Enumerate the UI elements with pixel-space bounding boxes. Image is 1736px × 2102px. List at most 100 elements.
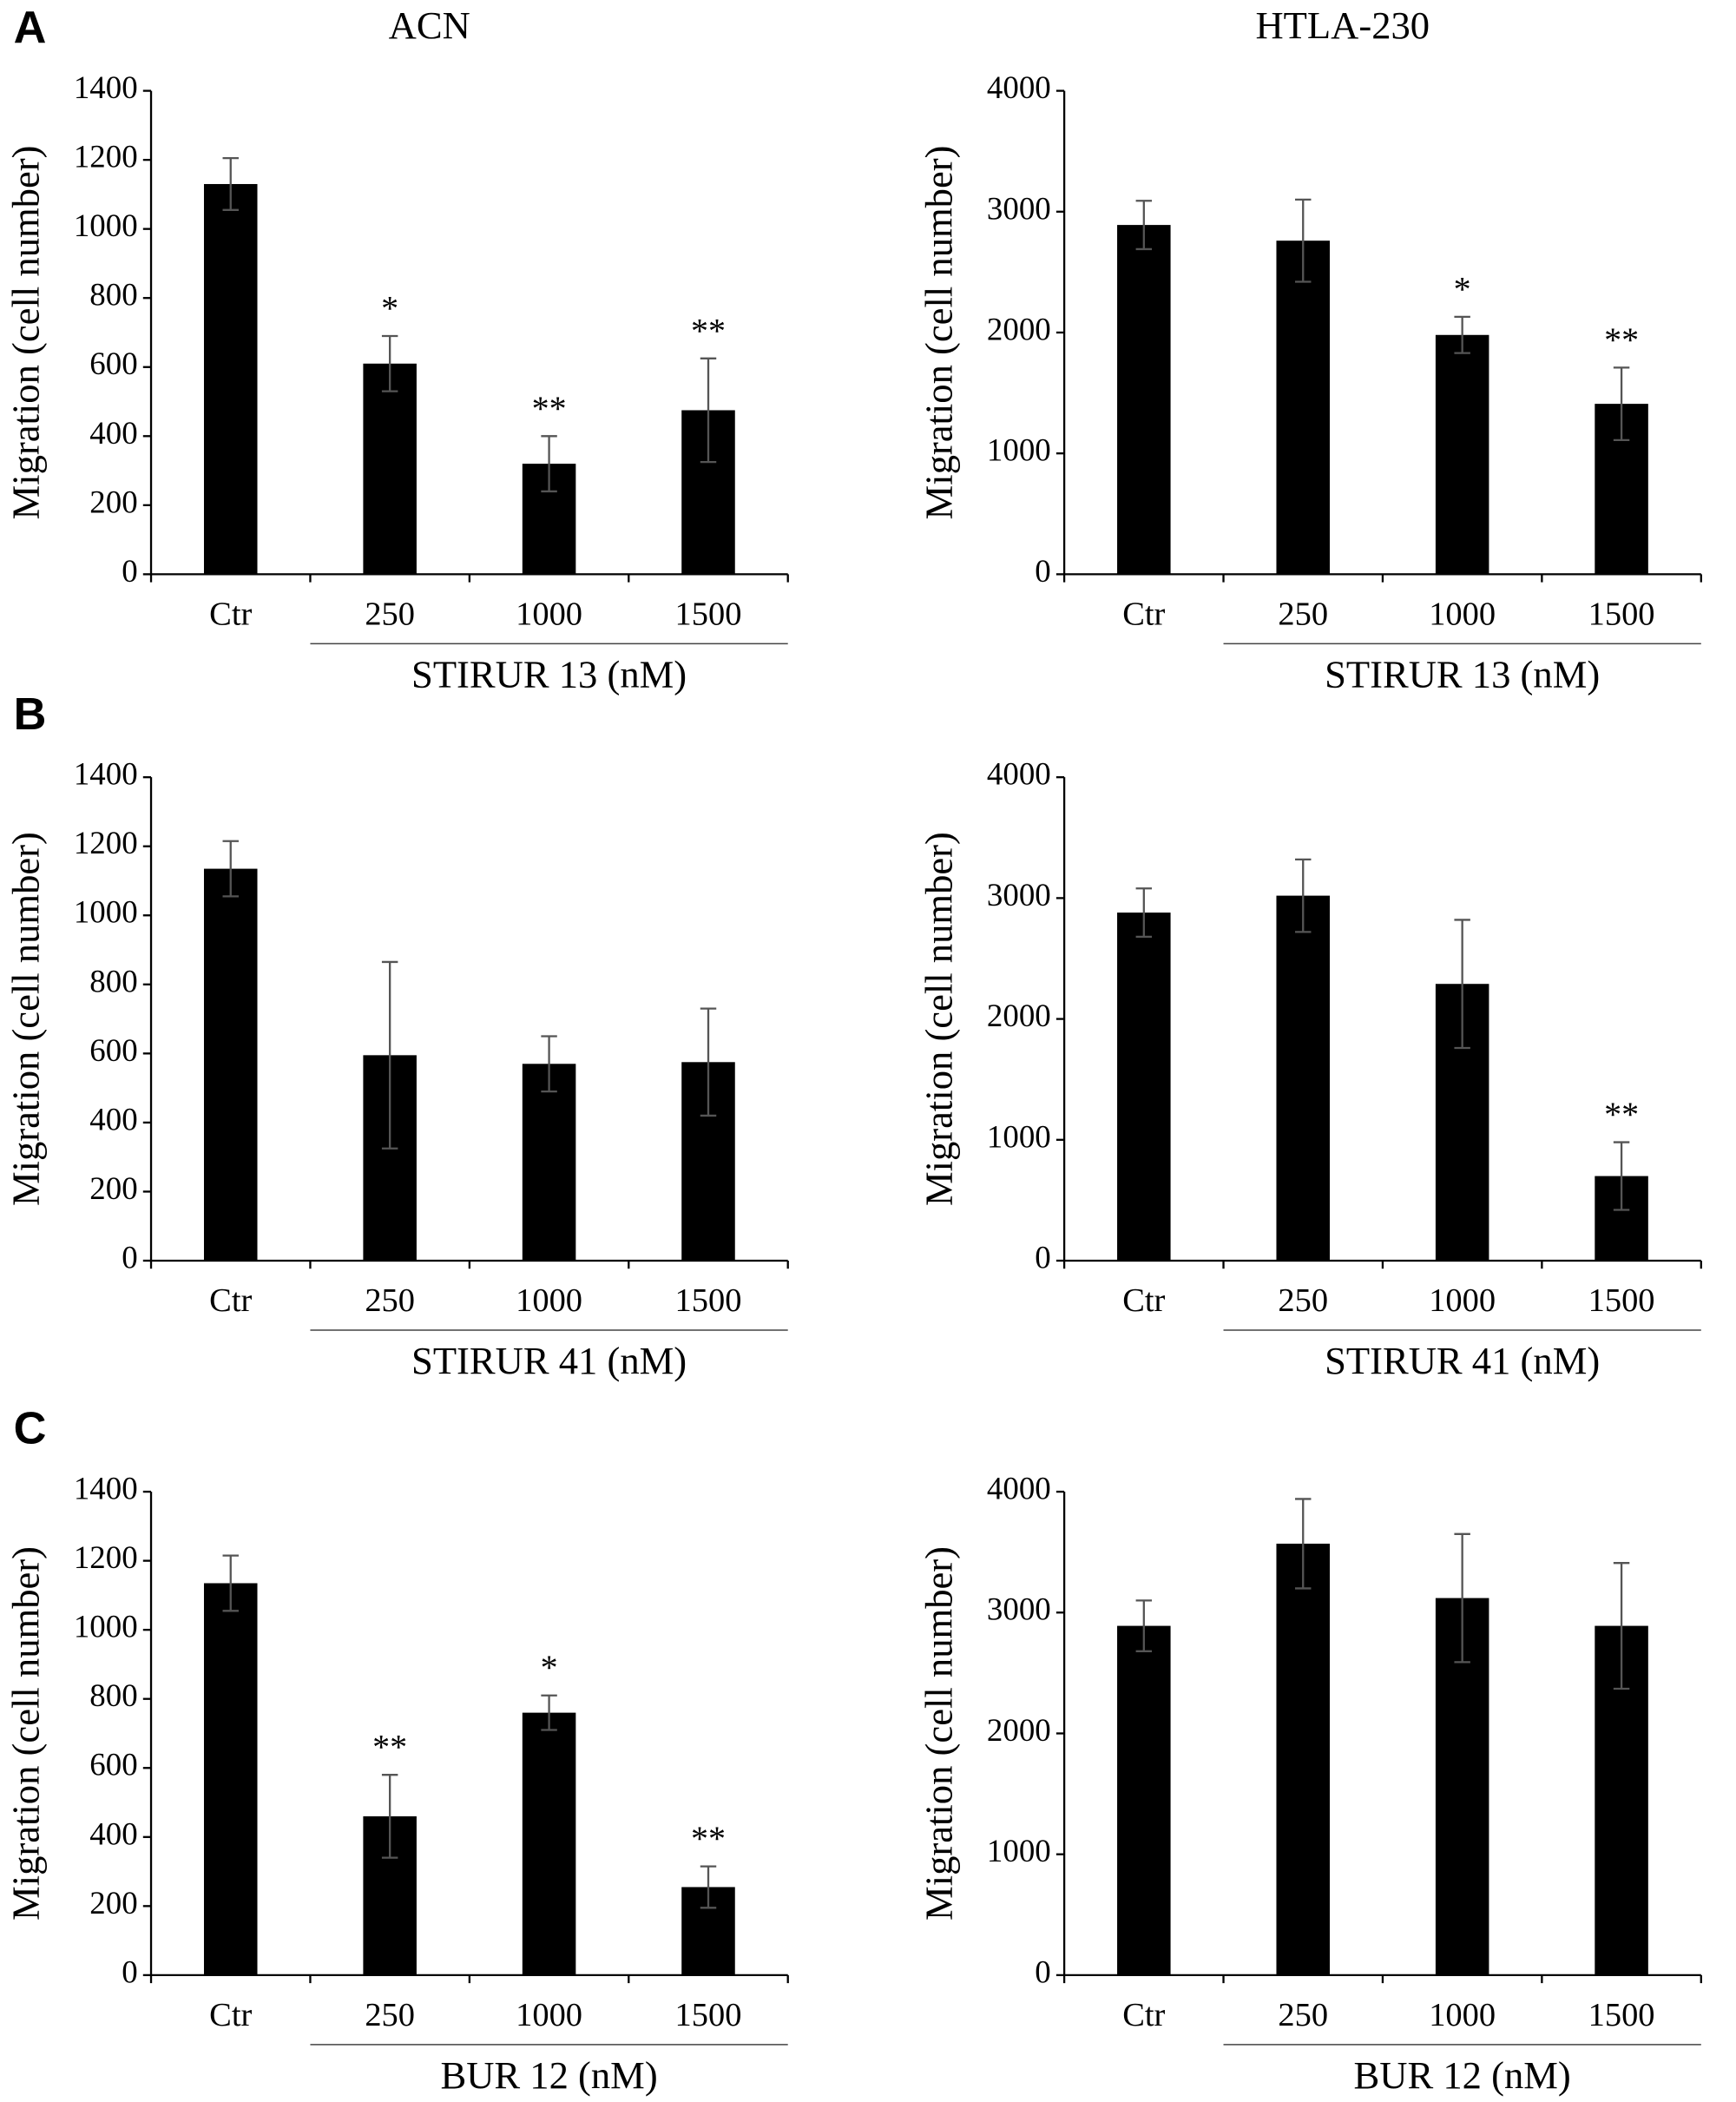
x-tick-label: 1500 (675, 1997, 742, 2033)
x-tick-label: Ctr (1122, 596, 1165, 632)
bar (1435, 334, 1489, 575)
bar (203, 1583, 258, 1975)
y-tick-label: 0 (1035, 553, 1050, 589)
y-tick-label: 600 (89, 1747, 137, 1782)
x-tick-label: Ctr (209, 1997, 252, 2033)
y-tick-label: 400 (89, 1815, 137, 1851)
error-bar (1613, 1562, 1630, 1690)
error-bar (1295, 198, 1312, 283)
significance-label: ** (372, 1728, 407, 1767)
significance-label: ** (532, 389, 567, 428)
bar (363, 363, 417, 575)
y-tick-label: 800 (89, 963, 137, 998)
y-tick-label: 1400 (74, 1471, 138, 1506)
y-tick-label: 1000 (74, 1609, 138, 1644)
x-tick-label: Ctr (1122, 1282, 1165, 1319)
x-tick-label: 1500 (1588, 1997, 1655, 2033)
bar (1276, 241, 1330, 575)
chart-title: HTLA-230 (1255, 3, 1430, 47)
error-bar (1135, 200, 1153, 251)
error-bar (222, 156, 239, 211)
y-tick-label: 1200 (74, 1539, 138, 1575)
y-tick-label: 800 (89, 277, 137, 313)
y-tick-label: 4000 (987, 756, 1051, 792)
significance-label: * (1454, 269, 1471, 308)
y-axis-label: Migration (cell number) (3, 146, 47, 520)
bar (522, 1064, 576, 1261)
chart-title: ACN (389, 3, 470, 47)
significance-label: ** (1604, 320, 1639, 359)
error-bar (1613, 366, 1630, 442)
x-tick-label: 250 (365, 596, 415, 632)
error-bar (1613, 1141, 1630, 1211)
bar (522, 1712, 576, 1975)
significance-label: ** (691, 311, 726, 350)
group-label: STIRUR 41 (nM) (1325, 1339, 1600, 1382)
y-tick-label: 1000 (987, 432, 1051, 468)
error-bar (1295, 858, 1312, 933)
significance-label: * (381, 288, 398, 327)
y-tick-label: 3000 (987, 877, 1051, 913)
error-bar (222, 1554, 239, 1612)
error-bar (541, 1035, 557, 1093)
error-bar (1135, 887, 1153, 939)
y-axis-label: Migration (cell number) (3, 1546, 47, 1921)
y-tick-label: 800 (89, 1677, 137, 1713)
y-axis-label: Migration (cell number) (917, 832, 960, 1206)
x-tick-label: 250 (365, 1997, 415, 2033)
significance-label: ** (1604, 1095, 1639, 1134)
x-tick-label: 1000 (1429, 1282, 1496, 1319)
x-tick-label: Ctr (1122, 1997, 1165, 2033)
y-tick-label: 1200 (74, 139, 138, 175)
y-tick-label: 1400 (74, 756, 138, 792)
y-tick-label: 1000 (74, 894, 138, 930)
error-bar (381, 334, 398, 392)
bar (1117, 913, 1171, 1261)
bar (203, 183, 258, 575)
significance-label: * (541, 1648, 558, 1687)
y-tick-label: 600 (89, 346, 137, 381)
x-tick-label: 1000 (1429, 596, 1496, 632)
y-tick-label: 0 (122, 1239, 137, 1275)
y-axis-label: Migration (cell number) (917, 146, 960, 520)
panel-label: C (14, 1404, 47, 1454)
y-axis-label: Migration (cell number) (3, 832, 47, 1206)
y-tick-label: 4000 (987, 1471, 1051, 1506)
x-tick-label: 250 (1278, 1282, 1328, 1319)
y-tick-label: 0 (1035, 1954, 1050, 1989)
x-tick-label: 1500 (675, 596, 742, 632)
x-tick-label: Ctr (209, 596, 252, 632)
bar (1117, 1625, 1171, 1975)
y-tick-label: 400 (89, 1101, 137, 1137)
y-tick-label: 400 (89, 415, 137, 451)
bar (1276, 895, 1330, 1261)
x-tick-label: 1500 (1588, 1282, 1655, 1319)
error-bar (1295, 1498, 1312, 1590)
y-tick-label: 1000 (74, 208, 138, 243)
panel-label: B (14, 689, 47, 740)
bar (1117, 225, 1171, 575)
y-tick-label: 1000 (987, 1833, 1051, 1868)
error-bar (1454, 315, 1470, 354)
x-tick-label: 1000 (516, 1997, 582, 2033)
y-tick-label: 1200 (74, 825, 138, 860)
error-bar (381, 960, 398, 1150)
y-tick-label: 3000 (987, 1591, 1051, 1627)
group-label: BUR 12 (nM) (1354, 2053, 1571, 2097)
x-tick-label: 1500 (1588, 596, 1655, 632)
error-bar (1454, 1532, 1470, 1664)
y-tick-label: 4000 (987, 69, 1051, 105)
significance-label: ** (691, 1819, 726, 1858)
x-tick-label: 1000 (516, 1282, 582, 1319)
y-tick-label: 2000 (987, 1712, 1051, 1748)
y-tick-label: 2000 (987, 998, 1051, 1033)
error-bar (222, 840, 239, 898)
x-tick-label: 1000 (1429, 1997, 1496, 2033)
y-tick-label: 2000 (987, 311, 1051, 346)
error-bar (700, 357, 717, 464)
error-bar (541, 435, 557, 493)
y-tick-label: 0 (122, 553, 137, 589)
x-tick-label: 250 (365, 1282, 415, 1319)
